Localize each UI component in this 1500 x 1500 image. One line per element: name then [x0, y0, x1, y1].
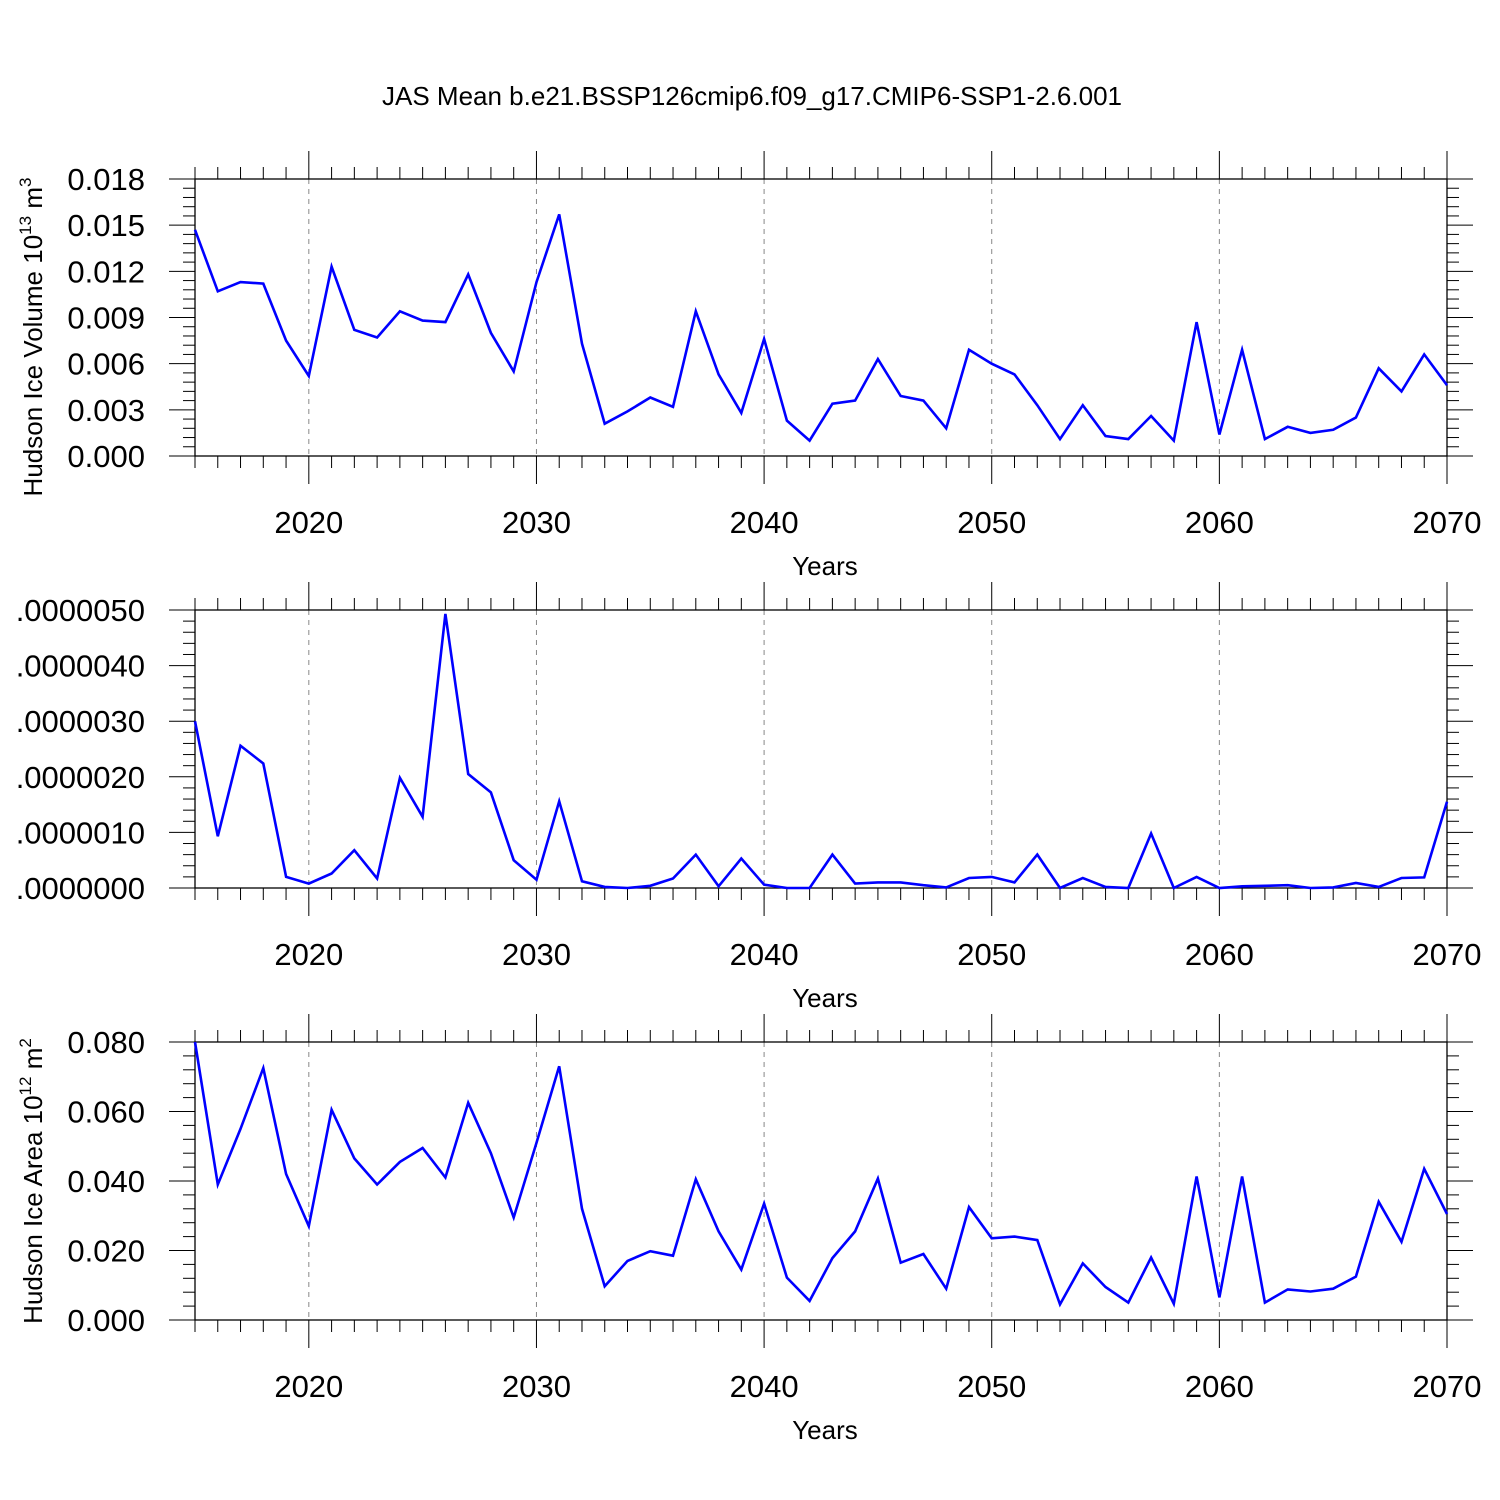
y-tick-label: .0000000 — [16, 871, 145, 906]
x-axis-title: Years — [792, 551, 858, 581]
y-tick-label: 0.020 — [67, 1234, 145, 1269]
y-tick-label: 0.015 — [67, 208, 145, 243]
y-tick-label: 0.080 — [67, 1025, 145, 1060]
panel-1: 2020 2030 2040 2050 2060 2070 0.000 0.003 0.006 0… — [16, 151, 1481, 581]
y-tick-label: 0.000 — [67, 439, 145, 474]
y-tick-label: .0000020 — [16, 760, 145, 795]
x-tick-label: 2020 — [274, 1369, 343, 1404]
plot-frame — [194, 609, 1448, 889]
x-tick-label: 2040 — [730, 937, 799, 972]
x-tick-label: 2030 — [502, 937, 571, 972]
series-line — [193, 213, 1449, 444]
y-tick-label: 0.012 — [67, 254, 145, 289]
x-tick-label: 2050 — [957, 1369, 1026, 1404]
y-tick-label: .0000040 — [16, 649, 145, 684]
x-axis-title: Years — [792, 1415, 858, 1445]
x-tick-label: 2050 — [957, 937, 1026, 972]
y-tick-label: .0000050 — [16, 593, 145, 628]
x-tick-label: 2060 — [1185, 937, 1254, 972]
chart-title: JAS Mean b.e21.BSSP126cmip6.f09_g17.CMIP… — [382, 81, 1122, 111]
y-tick-label: 0.060 — [67, 1095, 145, 1130]
x-tick-label: 2060 — [1185, 1369, 1254, 1404]
x-tick-label: 2030 — [502, 505, 571, 540]
y-tick-label: .0000010 — [16, 815, 145, 850]
x-tick-label: 2040 — [730, 505, 799, 540]
y-tick-label: 0.018 — [67, 162, 145, 197]
panel-2: 2020 2030 2040 2050 2060 2070 .0000000 .0000010… — [16, 582, 1482, 1013]
panel-3: 2020 2030 2040 2050 2060 2070 0.000 0.020 0.040 0… — [16, 1014, 1481, 1445]
y-tick-label: 0.040 — [67, 1164, 145, 1199]
x-axis-title: Years — [792, 983, 858, 1013]
x-tick-label: 2050 — [957, 505, 1026, 540]
y-axis-title: Hudson Ice Volume 1013 m3 — [16, 178, 48, 497]
series-line — [193, 613, 1449, 890]
x-tick-label: 2020 — [274, 505, 343, 540]
x-tick-label: 2070 — [1413, 1369, 1482, 1404]
x-tick-label: 2020 — [274, 937, 343, 972]
x-tick-label: 2040 — [730, 1369, 799, 1404]
y-axis-title: Hudson Ice Area 1012 m2 — [16, 1038, 48, 1324]
x-tick-label: 2030 — [502, 1369, 571, 1404]
series-line — [193, 1041, 1449, 1308]
y-tick-label: 0.009 — [67, 301, 145, 336]
x-tick-label: 2070 — [1413, 937, 1482, 972]
x-tick-label: 2060 — [1185, 505, 1254, 540]
y-tick-label: 0.006 — [67, 347, 145, 382]
y-tick-label: 0.003 — [67, 393, 145, 428]
y-tick-label: .0000030 — [16, 704, 145, 739]
x-tick-label: 2070 — [1413, 505, 1482, 540]
y-tick-label: 0.000 — [67, 1303, 145, 1338]
